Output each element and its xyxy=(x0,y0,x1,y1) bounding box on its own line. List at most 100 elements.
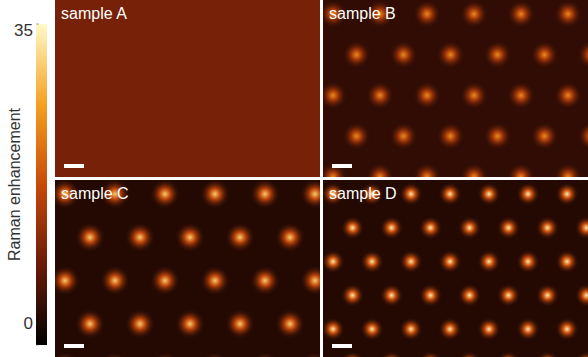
colorbar xyxy=(36,24,47,345)
raman-spot xyxy=(555,250,578,273)
raman-spot xyxy=(100,266,130,296)
raman-spot xyxy=(75,222,105,252)
raman-spot xyxy=(380,284,403,307)
raman-spot xyxy=(460,81,488,109)
raman-spot xyxy=(399,250,422,273)
raman-spot xyxy=(360,250,383,273)
panel-title: sample D xyxy=(329,185,397,202)
raman-spot xyxy=(55,352,80,357)
panel-background xyxy=(55,0,320,177)
panel-background xyxy=(55,180,320,357)
raman-spot xyxy=(436,122,464,150)
raman-spot xyxy=(380,216,403,239)
raman-spot xyxy=(536,284,559,307)
raman-spot xyxy=(366,163,394,177)
colorbar-tick xyxy=(36,345,39,346)
raman-spot xyxy=(577,122,588,150)
raman-spot xyxy=(477,182,500,205)
raman-spot xyxy=(341,284,364,307)
raman-spot xyxy=(575,216,588,239)
raman-spot xyxy=(380,351,403,357)
raman-spot xyxy=(536,351,559,357)
raman-spot xyxy=(530,122,558,150)
raman-spot xyxy=(150,180,180,209)
raman-spot xyxy=(458,216,481,239)
colorbar-label: Raman enhancement xyxy=(6,107,23,261)
raman-spot xyxy=(497,284,520,307)
raman-spot xyxy=(483,41,511,69)
panel-background xyxy=(323,180,588,357)
raman-spot xyxy=(413,163,441,177)
raman-spot xyxy=(366,81,394,109)
scale-bar xyxy=(332,344,352,348)
raman-spot xyxy=(100,352,130,357)
raman-spot xyxy=(413,0,441,28)
raman-spot xyxy=(554,0,582,28)
raman-spot xyxy=(342,122,370,150)
raman-spot xyxy=(530,41,558,69)
raman-spot xyxy=(577,41,588,69)
raman-spot xyxy=(250,180,280,209)
raman-spot xyxy=(200,266,230,296)
raman-spot xyxy=(419,351,442,357)
raman-spot xyxy=(413,81,441,109)
panel xyxy=(55,180,320,357)
raman-spot xyxy=(460,0,488,28)
colorbar-tick-label: 0 xyxy=(24,314,33,333)
raman-spot xyxy=(225,222,255,252)
raman-spot xyxy=(341,351,364,357)
panel-title: sample A xyxy=(61,5,127,22)
panel-background xyxy=(323,0,588,177)
raman-spot xyxy=(555,182,578,205)
raman-spot xyxy=(399,317,422,340)
panel xyxy=(55,0,320,177)
scale-bar xyxy=(64,164,84,168)
raman-spot xyxy=(458,284,481,307)
raman-spot xyxy=(200,180,230,209)
raman-spot xyxy=(175,222,205,252)
raman-spot xyxy=(360,317,383,340)
raman-spot xyxy=(323,317,345,340)
raman-spot xyxy=(275,309,305,339)
raman-spot xyxy=(497,216,520,239)
raman-spot xyxy=(497,351,520,357)
panel xyxy=(323,180,588,357)
raman-spot xyxy=(342,41,370,69)
raman-spot xyxy=(399,182,422,205)
raman-spot xyxy=(323,81,347,109)
scale-bar xyxy=(332,164,352,168)
figure: 0 35 Raman enhancement sample A sample B samp… xyxy=(0,0,588,357)
raman-spot xyxy=(150,352,180,357)
raman-spot xyxy=(200,352,230,357)
raman-spot xyxy=(477,317,500,340)
raman-spot xyxy=(516,250,539,273)
raman-spot xyxy=(516,182,539,205)
raman-spot xyxy=(55,266,80,296)
raman-spot xyxy=(341,216,364,239)
raman-spot xyxy=(554,81,582,109)
raman-spot xyxy=(75,309,105,339)
raman-spot xyxy=(516,317,539,340)
colorbar-tick-label: 35 xyxy=(14,21,33,40)
raman-spot xyxy=(250,266,280,296)
panel-title: sample B xyxy=(329,5,396,22)
raman-spot xyxy=(300,180,320,209)
raman-spot xyxy=(175,309,205,339)
raman-spot xyxy=(300,352,320,357)
raman-spot xyxy=(438,250,461,273)
raman-spot xyxy=(389,122,417,150)
raman-spot xyxy=(225,309,255,339)
raman-spot xyxy=(554,163,582,177)
raman-spot xyxy=(555,317,578,340)
raman-spot xyxy=(507,0,535,28)
raman-spot xyxy=(575,284,588,307)
raman-spot xyxy=(125,222,155,252)
raman-spot xyxy=(460,163,488,177)
raman-spot xyxy=(323,250,345,273)
raman-spot xyxy=(419,216,442,239)
raman-spot xyxy=(438,182,461,205)
raman-spot xyxy=(300,266,320,296)
raman-spot xyxy=(389,41,417,69)
raman-spot xyxy=(275,222,305,252)
raman-spot xyxy=(458,351,481,357)
